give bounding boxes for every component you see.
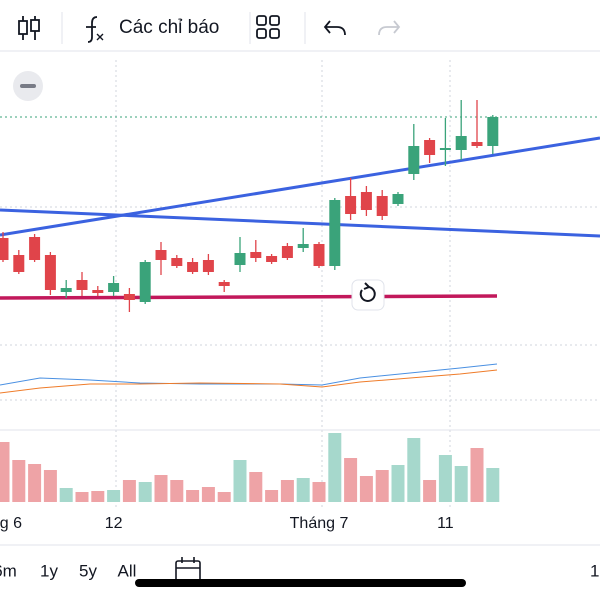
candle-body (218, 282, 230, 286)
undo-button[interactable] (323, 20, 346, 36)
layout-button[interactable] (256, 15, 280, 39)
volume-bar (296, 478, 310, 502)
candle-body (0, 238, 9, 260)
volume-bar (249, 472, 263, 502)
candle-body (44, 255, 56, 290)
candle-body (487, 117, 499, 146)
candle-body (13, 255, 25, 272)
chart-area: Tháng 6 12 Tháng 7 11 (0, 60, 600, 532)
candle-body (202, 260, 214, 272)
candle-body (139, 262, 151, 302)
trend-line[interactable] (0, 208, 600, 238)
reset-button[interactable] (351, 279, 385, 311)
x-tick-label: 11 (437, 515, 454, 532)
x-tick-label: Tháng 6 (0, 515, 22, 532)
volume-bar (154, 475, 168, 502)
candle-body (60, 288, 72, 292)
volume-bar (312, 482, 326, 502)
volume-bar (344, 458, 358, 502)
volume-bar (328, 433, 342, 502)
trend-line[interactable] (0, 136, 600, 237)
volume-bar (91, 491, 105, 502)
candle-body (171, 258, 183, 266)
volume-bar (470, 448, 484, 502)
volume-bar (12, 460, 26, 502)
volume-bar (43, 470, 57, 502)
candle-body (187, 262, 199, 272)
candle-body (455, 136, 467, 150)
volume-bar (217, 492, 231, 502)
candle-body (108, 283, 120, 292)
candle-body (29, 237, 41, 260)
candle-body (281, 246, 293, 258)
candle-body (392, 194, 404, 204)
volume-bar (59, 488, 73, 502)
candle-body (329, 200, 341, 266)
timeframe-button[interactable]: 1y (40, 561, 58, 580)
date-range-button[interactable] (175, 557, 201, 584)
macd-line (0, 363, 498, 386)
candle-body (408, 146, 420, 174)
candle-body (439, 148, 451, 150)
volume-bar (375, 470, 389, 502)
candle-body (360, 192, 372, 210)
candle-body (471, 142, 483, 146)
chart-type-button[interactable] (18, 16, 40, 40)
volume-bar (186, 490, 200, 502)
candle-body (313, 244, 325, 266)
x-tick-label: 12 (105, 515, 123, 532)
indicators-label[interactable]: Các chỉ báo (119, 17, 219, 38)
volume-bar (107, 490, 121, 502)
volume-bar (233, 460, 247, 502)
volume-bar (201, 487, 215, 502)
candle-body (123, 294, 135, 300)
volume-bar (75, 492, 89, 502)
volume-bar (0, 442, 10, 502)
timeframe-button[interactable]: 6m (0, 561, 17, 580)
timeframe-button[interactable]: All (118, 561, 137, 580)
volume-bar (265, 490, 279, 502)
home-indicator (135, 579, 466, 587)
candle-body (234, 253, 246, 265)
x-tick-label: Tháng 7 (290, 515, 349, 532)
volume-bar (438, 455, 452, 502)
candle-body (345, 196, 357, 214)
volume-bar (391, 465, 405, 502)
candle-body (76, 280, 88, 290)
candle-body (297, 244, 309, 248)
candle-body (266, 256, 278, 262)
redo-button[interactable] (378, 20, 401, 36)
volume-bar (28, 464, 42, 502)
horizontal-line[interactable] (0, 294, 498, 300)
toolbar (18, 12, 401, 44)
candle-body (376, 196, 388, 216)
volume-bar (138, 482, 152, 502)
candle-body (155, 250, 167, 260)
grid (0, 60, 600, 510)
volume-bar (122, 480, 136, 502)
timeframe-button[interactable]: 5y (79, 561, 97, 580)
volume-bar (407, 438, 421, 502)
volume-bar (280, 480, 294, 502)
volume-bar (170, 480, 184, 502)
volume-bar (454, 466, 468, 502)
volume-bar (423, 480, 437, 502)
signal-line (0, 369, 498, 394)
candle-body (92, 290, 104, 293)
candle-body (424, 140, 436, 155)
indicators-button[interactable] (86, 16, 104, 43)
right-label[interactable]: 1 (590, 561, 599, 580)
volume-bar (359, 476, 373, 502)
volume-bar (486, 468, 500, 502)
candle-body (250, 252, 262, 258)
